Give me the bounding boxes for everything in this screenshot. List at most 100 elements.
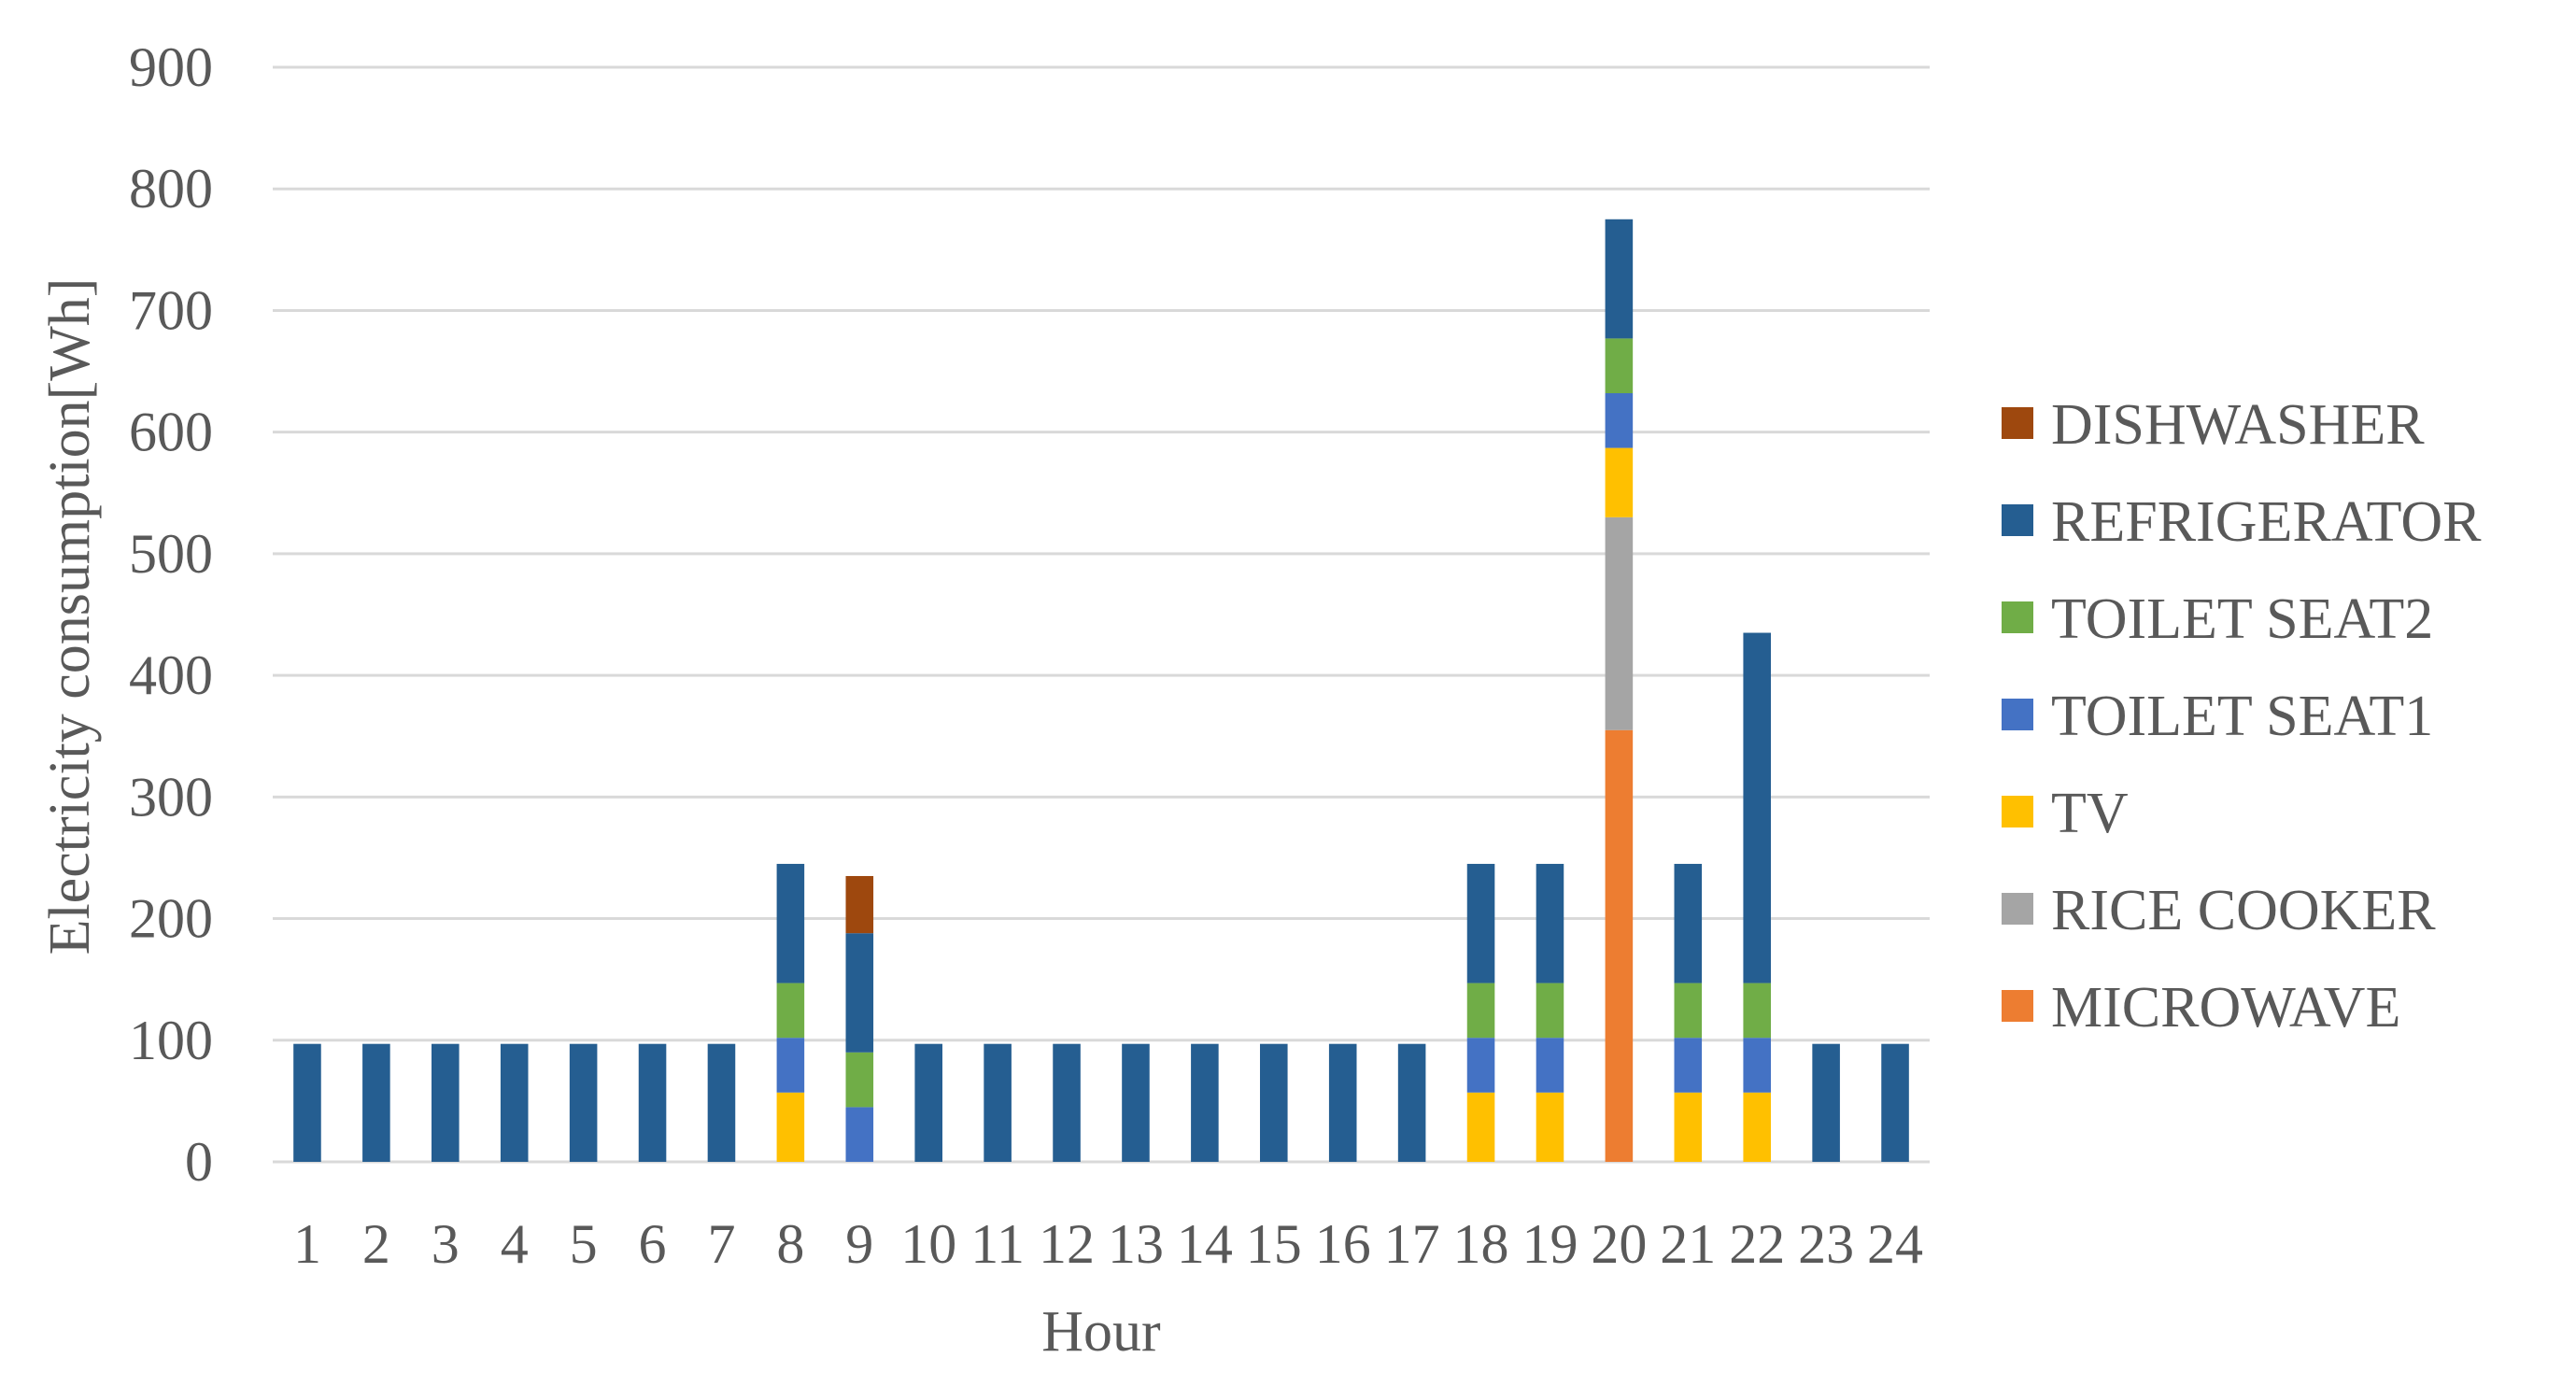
x-tick-label: 8 bbox=[776, 1213, 804, 1275]
bar-segment-toilet-seat1-19 bbox=[1536, 1038, 1564, 1093]
bar-segment-refrigerator-6 bbox=[638, 1043, 667, 1162]
x-tick-label: 17 bbox=[1384, 1213, 1440, 1275]
bar-segment-refrigerator-23 bbox=[1812, 1043, 1840, 1162]
legend-label-microwave: MICROWAVE bbox=[2051, 976, 2400, 1040]
x-tick-label: 12 bbox=[1039, 1213, 1095, 1275]
bar-segment-refrigerator-4 bbox=[500, 1043, 529, 1162]
bar-segment-refrigerator-5 bbox=[569, 1043, 598, 1162]
y-tick-label: 600 bbox=[129, 402, 213, 463]
x-tick-label: 20 bbox=[1591, 1213, 1647, 1275]
bar-segment-refrigerator-2 bbox=[362, 1043, 390, 1162]
bar-segment-refrigerator-13 bbox=[1122, 1043, 1150, 1162]
x-tick-label: 18 bbox=[1453, 1213, 1509, 1275]
x-tick-label: 4 bbox=[501, 1213, 529, 1275]
x-tick-label: 19 bbox=[1522, 1213, 1578, 1275]
y-tick-label: 200 bbox=[129, 888, 213, 950]
bar-segment-toilet-seat1-18 bbox=[1466, 1038, 1495, 1093]
legend-label-refrigerator: REFRIGERATOR bbox=[2051, 490, 2482, 554]
bar-segment-dishwasher-9 bbox=[845, 875, 874, 934]
legend-swatch-toilet-seat2 bbox=[2002, 601, 2033, 633]
x-tick-label: 6 bbox=[639, 1213, 667, 1275]
x-tick-label: 7 bbox=[707, 1213, 735, 1275]
bar-segment-tv-18 bbox=[1466, 1092, 1495, 1162]
bar-segment-refrigerator-21 bbox=[1674, 863, 1703, 983]
x-tick-label: 13 bbox=[1108, 1213, 1164, 1275]
bar-segment-toilet-seat2-21 bbox=[1674, 983, 1703, 1039]
bar-segment-toilet-seat2-19 bbox=[1536, 983, 1564, 1039]
bar-segment-refrigerator-22 bbox=[1743, 632, 1771, 983]
bar-segment-toilet-seat2-22 bbox=[1743, 983, 1771, 1039]
bar-segment-tv-20 bbox=[1605, 447, 1634, 517]
bar-segment-refrigerator-3 bbox=[432, 1043, 460, 1162]
bars bbox=[293, 219, 1909, 1162]
bar-segment-toilet-seat1-20 bbox=[1605, 392, 1634, 448]
x-tick-label: 3 bbox=[432, 1213, 460, 1275]
y-tick-label: 700 bbox=[129, 279, 213, 341]
x-tick-label: 5 bbox=[570, 1213, 598, 1275]
y-tick-label: 800 bbox=[129, 158, 213, 219]
bar-segment-refrigerator-16 bbox=[1328, 1043, 1357, 1162]
x-tick-label: 9 bbox=[845, 1213, 873, 1275]
bar-segment-tv-21 bbox=[1674, 1092, 1703, 1162]
x-tick-label: 23 bbox=[1798, 1213, 1854, 1275]
x-tick-label: 16 bbox=[1315, 1213, 1371, 1275]
bar-segment-microwave-20 bbox=[1605, 729, 1634, 1162]
y-tick-label: 300 bbox=[129, 766, 213, 827]
y-axis-title: Electricity consumption[Wh] bbox=[38, 278, 102, 955]
bar-segment-refrigerator-8 bbox=[776, 863, 805, 983]
legend-label-rice-cooker: RICE COOKER bbox=[2051, 879, 2436, 942]
bar-segment-toilet-seat2-8 bbox=[776, 983, 805, 1039]
bar-segment-tv-22 bbox=[1743, 1092, 1771, 1162]
y-tick-label: 400 bbox=[129, 644, 213, 706]
x-tick-label: 11 bbox=[970, 1213, 1025, 1275]
gridlines bbox=[273, 65, 1930, 1164]
bar-segment-toilet-seat1-22 bbox=[1743, 1038, 1771, 1093]
x-tick-label: 15 bbox=[1246, 1213, 1302, 1275]
y-tick-label: 500 bbox=[129, 523, 213, 585]
bar-segment-refrigerator-14 bbox=[1191, 1043, 1219, 1162]
bar-segment-toilet-seat1-21 bbox=[1674, 1038, 1703, 1093]
y-tick-label: 0 bbox=[185, 1131, 213, 1193]
x-tick-label: 1 bbox=[293, 1213, 321, 1275]
x-tick-label: 21 bbox=[1660, 1213, 1716, 1275]
legend-swatch-rice-cooker bbox=[2002, 893, 2033, 925]
bar-segment-toilet-seat1-8 bbox=[776, 1038, 805, 1093]
bar-segment-toilet-seat2-20 bbox=[1605, 338, 1634, 393]
bar-segment-refrigerator-19 bbox=[1536, 863, 1564, 983]
legend-label-toilet-seat2: TOILET SEAT2 bbox=[2051, 587, 2433, 651]
bar-segment-rice-cooker-20 bbox=[1605, 516, 1634, 730]
legend-swatch-tv bbox=[2002, 796, 2033, 827]
bar-segment-toilet-seat1-9 bbox=[845, 1107, 874, 1162]
bar-segment-refrigerator-7 bbox=[707, 1043, 736, 1162]
bar-segment-refrigerator-17 bbox=[1397, 1043, 1426, 1162]
y-tick-label: 900 bbox=[129, 36, 213, 98]
x-axis-title: Hour bbox=[1041, 1300, 1161, 1364]
bar-segment-tv-19 bbox=[1536, 1092, 1564, 1162]
y-tick-label: 100 bbox=[129, 1010, 213, 1071]
bar-segment-refrigerator-15 bbox=[1260, 1043, 1288, 1162]
x-tick-label: 24 bbox=[1867, 1213, 1923, 1275]
bar-segment-tv-8 bbox=[776, 1092, 805, 1162]
y-axis-ticks: 0 100 200 300 400 500 600 700 800 900 bbox=[129, 36, 213, 1193]
bar-segment-refrigerator-20 bbox=[1605, 219, 1634, 339]
legend-swatch-refrigerator bbox=[2002, 504, 2033, 536]
bar-segment-refrigerator-18 bbox=[1466, 863, 1495, 983]
bar-segment-toilet-seat2-18 bbox=[1466, 983, 1495, 1039]
bar-segment-refrigerator-9 bbox=[845, 933, 874, 1053]
bar-segment-refrigerator-11 bbox=[984, 1043, 1012, 1162]
legend-swatch-microwave bbox=[2002, 990, 2033, 1022]
x-tick-label: 10 bbox=[900, 1213, 956, 1275]
bar-segment-refrigerator-10 bbox=[914, 1043, 942, 1162]
x-tick-label: 22 bbox=[1729, 1213, 1785, 1275]
legend-swatch-dishwasher bbox=[2002, 407, 2033, 439]
x-tick-label: 2 bbox=[362, 1213, 390, 1275]
legend-label-dishwasher: DISHWASHER bbox=[2051, 393, 2425, 457]
legend: DISHWASHER REFRIGERATOR TOILET SEAT2 TOILET… bbox=[2002, 393, 2482, 1040]
x-tick-label: 14 bbox=[1177, 1213, 1233, 1275]
bar-segment-refrigerator-1 bbox=[293, 1043, 321, 1162]
legend-swatch-toilet-seat1 bbox=[2002, 699, 2033, 730]
bar-segment-refrigerator-12 bbox=[1053, 1043, 1081, 1162]
legend-label-tv: TV bbox=[2051, 782, 2129, 845]
